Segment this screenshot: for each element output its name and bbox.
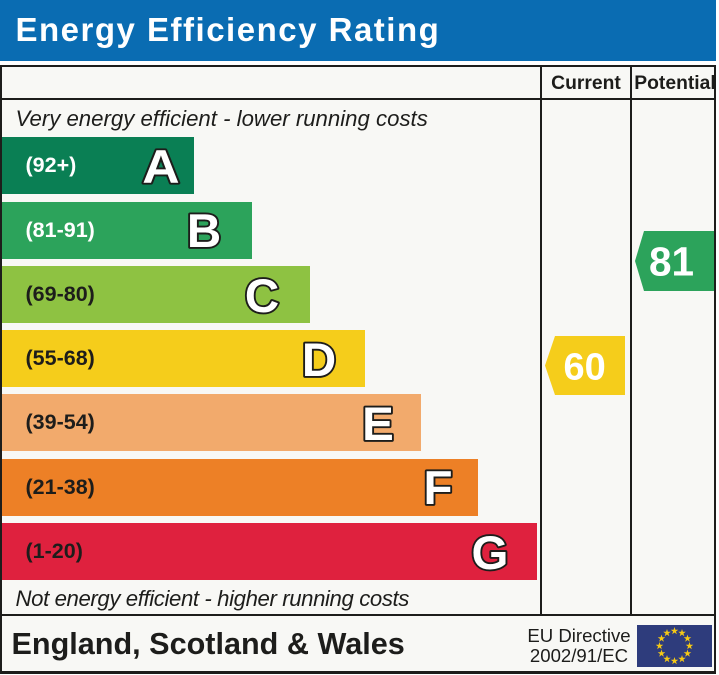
svg-text:D: D bbox=[302, 334, 336, 387]
svg-text:B: B bbox=[187, 205, 221, 258]
svg-text:60: 60 bbox=[564, 346, 606, 388]
svg-text:C: C bbox=[245, 270, 279, 323]
svg-text:E: E bbox=[362, 398, 394, 451]
svg-text:81: 81 bbox=[649, 239, 694, 285]
svg-text:F: F bbox=[423, 462, 452, 515]
svg-text:A: A bbox=[142, 140, 179, 194]
svg-text:G: G bbox=[472, 527, 509, 580]
